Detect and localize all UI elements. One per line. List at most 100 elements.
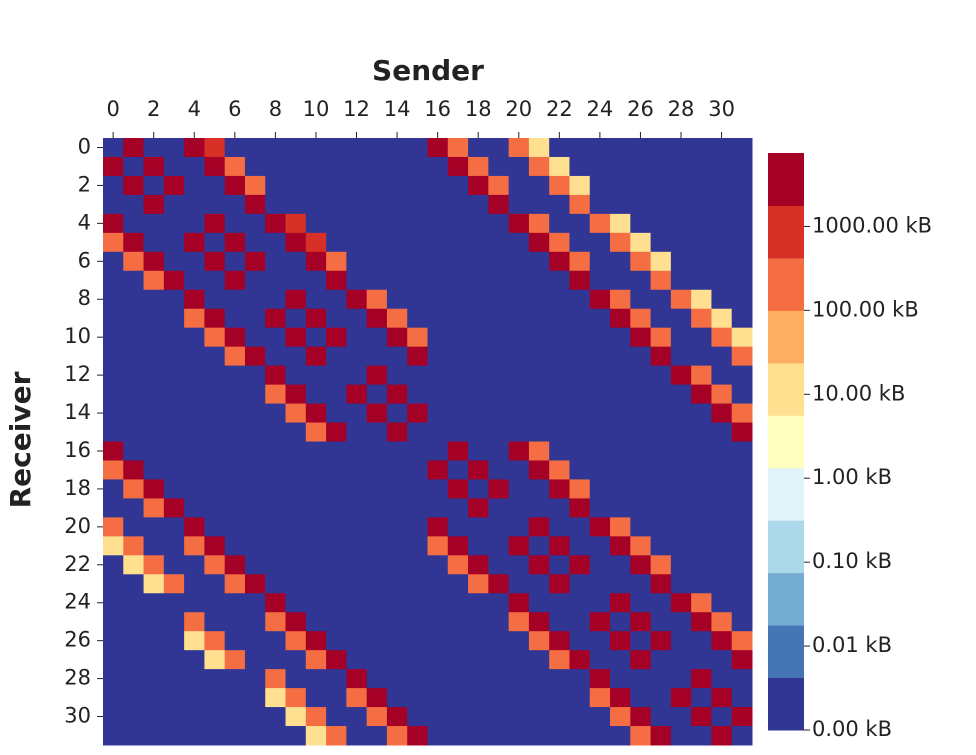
- heatmap-cell: [244, 517, 266, 537]
- heatmap-cell: [488, 650, 510, 670]
- heatmap-cell: [265, 138, 287, 158]
- heatmap-cell: [630, 251, 652, 272]
- heatmap-cell: [731, 536, 753, 556]
- heatmap-cell: [305, 175, 327, 196]
- heatmap-cell: [123, 441, 145, 461]
- heatmap-cell: [711, 498, 733, 518]
- heatmap-cell: [630, 517, 652, 537]
- heatmap-cell: [488, 403, 510, 424]
- heatmap-cell: [447, 270, 469, 291]
- heatmap-cell: [366, 156, 388, 177]
- y-tick-label: 0: [78, 134, 91, 158]
- heatmap-cell: [366, 631, 388, 651]
- heatmap-cell: [691, 308, 712, 329]
- heatmap-cell: [528, 688, 550, 708]
- heatmap-cell: [103, 612, 124, 632]
- heatmap-cell: [143, 536, 165, 556]
- heatmap-cell: [508, 384, 530, 405]
- heatmap-cell: [224, 194, 246, 215]
- heatmap-cell: [468, 555, 489, 575]
- heatmap-cell: [427, 156, 449, 177]
- heatmap-cell: [488, 138, 510, 158]
- heatmap-cell: [244, 384, 266, 405]
- heatmap-cell: [265, 631, 287, 651]
- heatmap-cell: [163, 593, 185, 613]
- heatmap-cell: [447, 308, 469, 329]
- heatmap-cell: [630, 232, 652, 253]
- heatmap-cell: [407, 650, 428, 670]
- heatmap-cell: [528, 308, 550, 329]
- heatmap-cell: [488, 517, 510, 537]
- heatmap-cell: [488, 308, 510, 329]
- heatmap-cell: [670, 479, 692, 499]
- heatmap-cell: [244, 441, 266, 461]
- heatmap-cell: [711, 650, 733, 670]
- heatmap-cell: [488, 346, 510, 367]
- heatmap-cell: [103, 138, 124, 158]
- heatmap-cell: [184, 536, 205, 556]
- heatmap-cell: [711, 232, 733, 253]
- heatmap-cell: [366, 574, 388, 594]
- heatmap-cell: [103, 707, 124, 727]
- heatmap-cell: [163, 251, 185, 272]
- heatmap-cell: [569, 232, 591, 253]
- heatmap-cell: [407, 308, 428, 329]
- heatmap-cell: [244, 194, 266, 215]
- heatmap-cell: [630, 346, 652, 367]
- heatmap-cell: [184, 631, 205, 651]
- heatmap-cell: [650, 327, 672, 348]
- heatmap-cell: [346, 232, 368, 253]
- heatmap-cell: [143, 175, 165, 196]
- heatmap-cell: [407, 289, 428, 310]
- heatmap-cell: [305, 346, 327, 367]
- heatmap-cell: [123, 138, 145, 158]
- heatmap-cell: [407, 384, 428, 405]
- heatmap-cell: [427, 669, 449, 689]
- heatmap-cell: [731, 346, 753, 367]
- heatmap-cell: [549, 251, 570, 272]
- heatmap-cell: [610, 327, 631, 348]
- heatmap-cell: [691, 688, 712, 708]
- heatmap-cell: [123, 213, 145, 234]
- heatmap-cell: [569, 460, 591, 480]
- heatmap-cell: [508, 726, 530, 746]
- heatmap-cell: [610, 384, 631, 405]
- heatmap-cell: [711, 270, 733, 291]
- heatmap-cell: [163, 536, 185, 556]
- heatmap-cell: [670, 384, 692, 405]
- heatmap-cell: [265, 270, 287, 291]
- heatmap-cell: [244, 270, 266, 291]
- heatmap-cell: [305, 232, 327, 253]
- heatmap-cell: [265, 555, 287, 575]
- heatmap-cell: [407, 213, 428, 234]
- heatmap-cell: [163, 365, 185, 386]
- heatmap-cell: [346, 593, 368, 613]
- heatmap-cell: [305, 422, 327, 442]
- heatmap-cell: [265, 612, 287, 632]
- heatmap-cell: [488, 460, 510, 480]
- heatmap-cell: [265, 403, 287, 424]
- heatmap-cell: [163, 669, 185, 689]
- heatmap-cell: [204, 213, 226, 234]
- heatmap-cell: [407, 593, 428, 613]
- heatmap-cell: [163, 650, 185, 670]
- heatmap-cell: [143, 441, 165, 461]
- heatmap-cell: [447, 555, 469, 575]
- heatmap-cell: [244, 403, 266, 424]
- heatmap-cell: [204, 593, 226, 613]
- heatmap-cell: [184, 650, 205, 670]
- heatmap-cell: [163, 194, 185, 215]
- heatmap-cell: [711, 441, 733, 461]
- heatmap-cell: [224, 384, 246, 405]
- heatmap-cell: [528, 479, 550, 499]
- heatmap-cell: [386, 213, 408, 234]
- heatmap-cell: [569, 479, 591, 499]
- heatmap-cell: [103, 232, 124, 253]
- heatmap-cell: [163, 555, 185, 575]
- colorbar-bin: [768, 310, 804, 364]
- heatmap-cell: [143, 669, 165, 689]
- heatmap-cell: [468, 574, 489, 594]
- heatmap-cell: [326, 422, 347, 442]
- heatmap-cell: [589, 650, 611, 670]
- heatmap-cell: [427, 574, 449, 594]
